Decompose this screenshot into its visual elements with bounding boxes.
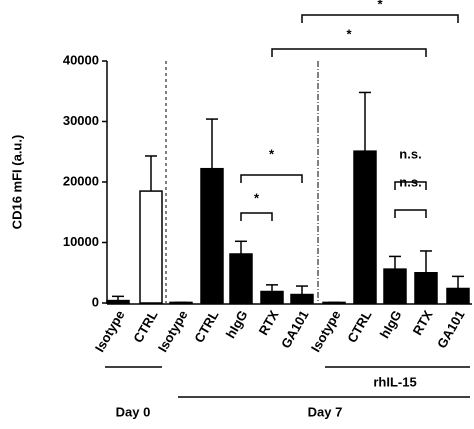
y-tick-label: 20000 <box>63 173 99 188</box>
bar <box>229 253 253 304</box>
significance-bracket <box>301 14 459 23</box>
group-label: rhIL-15 <box>373 374 416 389</box>
significance-bracket <box>394 181 427 190</box>
x-tick-label: hIgG <box>223 308 251 341</box>
bar <box>383 268 407 304</box>
bar <box>260 290 284 304</box>
group-label: Day 7 <box>308 404 343 419</box>
x-tick-label: GA101 <box>434 308 468 351</box>
x-tick-label: Isotype <box>308 308 344 355</box>
bar <box>200 167 224 304</box>
bar <box>106 299 130 304</box>
x-tick-label: RTX <box>256 307 282 337</box>
x-tick-label: CTRL <box>344 308 374 346</box>
bar <box>353 150 377 304</box>
bar <box>290 293 314 304</box>
significance-bracket <box>240 212 273 221</box>
x-tick-label: GA101 <box>278 308 312 351</box>
bar <box>414 272 438 304</box>
x-tick-label: Isotype <box>155 308 191 355</box>
significance-bracket <box>394 209 427 218</box>
annotation: * <box>346 26 352 41</box>
x-tick-label: CTRL <box>130 308 160 346</box>
x-tick-label: CTRL <box>191 308 221 346</box>
y-tick-label: 30000 <box>63 113 99 128</box>
annotation: n.s. <box>399 146 421 161</box>
annotation: * <box>269 146 275 161</box>
annotation: * <box>377 0 383 11</box>
x-tick-label: hIgG <box>377 308 405 341</box>
annotation: * <box>254 190 260 205</box>
bar <box>139 190 163 304</box>
y-tick-label: 40000 <box>63 52 99 67</box>
bar <box>169 301 193 304</box>
y-axis-label: CD16 mFI (a.u.) <box>9 135 24 230</box>
bar <box>446 287 470 304</box>
x-tick-label: Isotype <box>92 308 128 355</box>
bar <box>322 301 346 304</box>
group-label: Day 0 <box>116 404 151 419</box>
significance-bracket <box>271 48 427 57</box>
significance-bracket <box>240 174 303 183</box>
y-tick-label: 0 <box>92 294 99 309</box>
x-tick-label: RTX <box>410 307 436 337</box>
y-tick-label: 10000 <box>63 234 99 249</box>
